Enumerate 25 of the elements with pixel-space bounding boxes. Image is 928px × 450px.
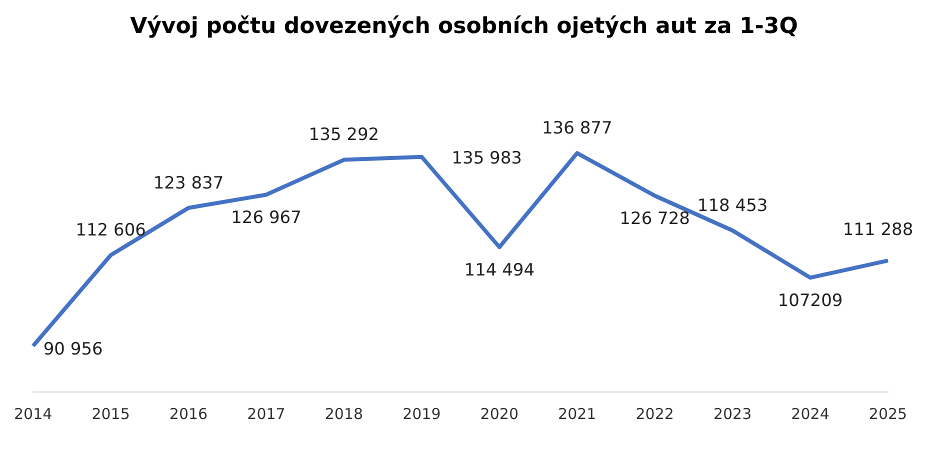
data-label: 135 292 bbox=[308, 125, 380, 146]
data-label: 118 453 bbox=[697, 196, 768, 216]
data-label: 136 877 bbox=[542, 118, 612, 139]
x-tick-label: 2017 bbox=[247, 404, 286, 423]
data-label: 90 956 bbox=[43, 339, 103, 360]
chart-title: Vývoj počtu dovezených osobních ojetých aut za 1-3Q bbox=[129, 14, 799, 41]
x-tick-label: 2021 bbox=[558, 404, 596, 423]
data-label: 126 967 bbox=[231, 208, 302, 228]
x-tick-label: 2014 bbox=[14, 404, 52, 423]
x-tick-label: 2025 bbox=[868, 404, 908, 423]
data-label: 107209 bbox=[778, 291, 843, 312]
x-tick-label: 2020 bbox=[480, 404, 518, 423]
x-tick-label: 2018 bbox=[324, 404, 364, 423]
x-tick-label: 2022 bbox=[636, 404, 674, 423]
data-label: 123 837 bbox=[153, 173, 224, 194]
x-tick-label: 2016 bbox=[169, 404, 208, 423]
x-tick-label: 2019 bbox=[402, 404, 441, 423]
data-label: 126 728 bbox=[620, 209, 690, 230]
data-label: 114 494 bbox=[464, 260, 535, 281]
data-label: 135 983 bbox=[452, 148, 522, 168]
data-label: 112 606 bbox=[76, 220, 146, 240]
data-label: 111 288 bbox=[842, 220, 914, 240]
x-tick-label: 2023 bbox=[713, 404, 752, 423]
x-tick-label: 2015 bbox=[92, 404, 130, 423]
x-tick-label: 2024 bbox=[791, 404, 830, 423]
